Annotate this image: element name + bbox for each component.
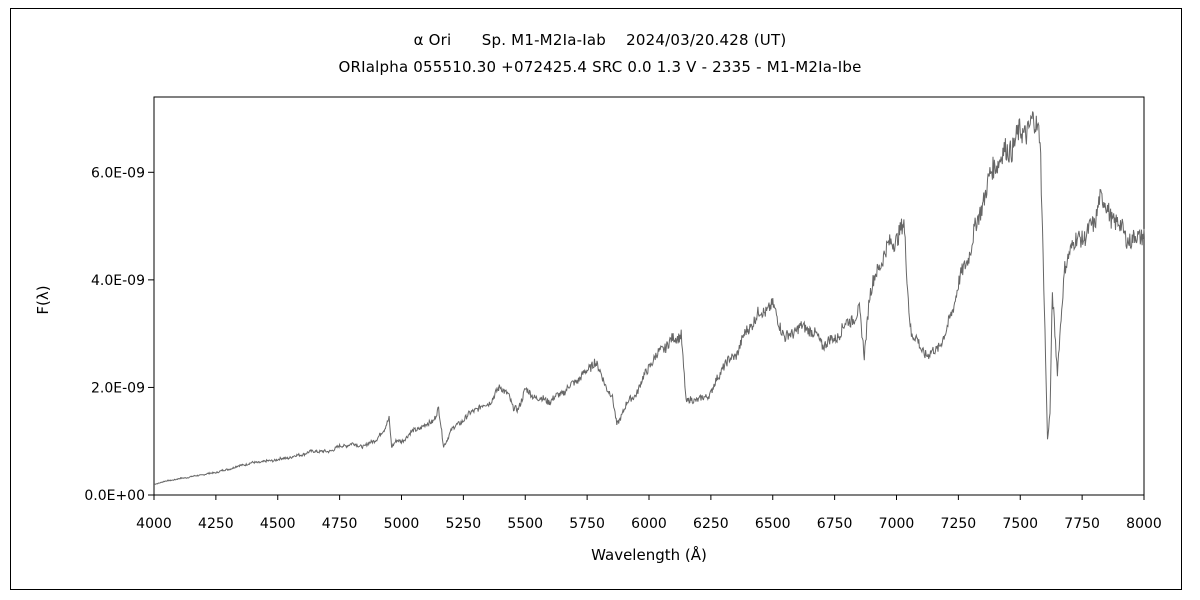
y-tick-label: 0.0E+00	[84, 488, 145, 504]
x-axis-title: Wavelength (Å)	[591, 545, 707, 564]
x-tick-label: 7500	[1002, 516, 1038, 532]
x-tick-label: 4250	[198, 516, 234, 532]
y-tick-label: 4.0E-09	[91, 273, 145, 289]
y-tick-label: 6.0E-09	[91, 165, 145, 181]
chart-title: α Ori Sp. M1-M2Ia-Iab 2024/03/20.428 (UT…	[413, 31, 787, 49]
x-tick-label: 4000	[136, 516, 172, 532]
x-tick-label: 6250	[693, 516, 729, 532]
x-tick-label: 7000	[879, 516, 915, 532]
x-tick-label: 5250	[446, 516, 482, 532]
y-axis-title: F(λ)	[34, 285, 52, 314]
x-tick-label: 5500	[507, 516, 543, 532]
x-tick-label: 8000	[1126, 516, 1162, 532]
plot-area	[153, 96, 1145, 496]
x-tick-label: 7750	[1064, 516, 1100, 532]
x-tick-label: 5750	[569, 516, 605, 532]
x-axis-ticks: 4000 4250 4500 4750 5000 5250 5500 5750 6000 6250…	[136, 495, 1162, 532]
y-tick-label: 2.0E-09	[91, 380, 145, 396]
x-tick-label: 6750	[817, 516, 853, 532]
y-axis-ticks: 0.0E+00 2.0E-09 4.0E-09 6.0E-09	[84, 165, 154, 504]
x-tick-label: 5000	[384, 516, 420, 532]
series-layer	[153, 111, 1145, 485]
x-tick-label: 6000	[631, 516, 667, 532]
x-tick-label: 7250	[941, 516, 977, 532]
x-tick-label: 6500	[755, 516, 791, 532]
chart-subtitle: ORIalpha 055510.30 +072425.4 SRC 0.0 1.3…	[338, 58, 862, 76]
x-tick-label: 4500	[260, 516, 296, 532]
x-tick-label: 4750	[322, 516, 358, 532]
spectrum-line	[153, 111, 1145, 485]
